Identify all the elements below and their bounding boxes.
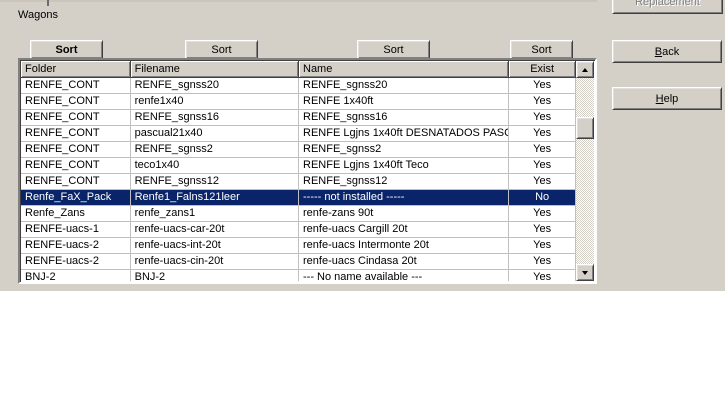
table-row[interactable]: RENFE_CONT RENFE_sgnss2 RENFE_sgnss2 Yes (21, 142, 576, 158)
table-header-row: Folder Filename Name Exist (21, 61, 576, 78)
table-row[interactable]: RENFE_CONT pascual21x40 RENFE Lgjns 1x40… (21, 126, 576, 142)
sort-button-name[interactable]: Sort (357, 40, 430, 59)
cell-filename: pascual21x40 (130, 126, 299, 142)
cell-exist: Yes (509, 126, 576, 142)
table-row[interactable]: RENFE-uacs-2 renfe-uacs-int-20t renfe-ua… (21, 238, 576, 254)
cell-name: --- No name available --- (299, 270, 510, 281)
cell-exist: Yes (509, 174, 576, 190)
wagons-table: Folder Filename Name Exist RENFE_CONT RE… (18, 58, 597, 284)
cell-folder: RENFE_CONT (21, 142, 131, 158)
cell-name: RENFE_sgnss12 (299, 174, 510, 190)
cell-folder: RENFE_CONT (21, 78, 131, 94)
cell-filename: renfe-uacs-car-20t (130, 222, 299, 238)
cell-name: renfe-uacs Cargill 20t (299, 222, 510, 238)
replacement-button: Replacement (612, 0, 723, 14)
cell-filename: Renfe1_Falns121leer (130, 190, 299, 206)
cell-filename: RENFE_sgnss16 (130, 110, 299, 126)
cell-name: ----- not installed ----- (299, 190, 510, 206)
cell-exist: Yes (509, 270, 576, 281)
table-row[interactable]: RENFE_CONT RENFE_sgnss16 RENFE_sgnss16 Y… (21, 110, 576, 126)
scroll-down-icon (582, 270, 588, 275)
cell-exist: Yes (509, 222, 576, 238)
cell-filename: RENFE_sgnss20 (130, 78, 299, 94)
back-button[interactable]: Back (612, 40, 722, 63)
cell-filename: RENFE_sgnss2 (130, 142, 299, 158)
vertical-scrollbar[interactable] (576, 61, 594, 281)
cell-exist: Yes (509, 110, 576, 126)
cell-folder: BNJ-2 (21, 270, 131, 281)
cell-name: renfe-uacs Cindasa 20t (299, 254, 510, 270)
wagon-replacement-dialog: Wagons Sort Sort Sort Sort Folder Filena… (0, 0, 725, 291)
help-button-label: Help (655, 92, 679, 105)
cell-exist: Yes (509, 78, 576, 94)
wagons-table-content: Folder Filename Name Exist RENFE_CONT RE… (21, 61, 576, 281)
cell-exist: Yes (509, 238, 576, 254)
table-row[interactable]: RENFE-uacs-2 renfe-uacs-cin-20t renfe-ua… (21, 254, 576, 270)
table-row[interactable]: RENFE_CONT RENFE_sgnss20 RENFE_sgnss20 Y… (21, 78, 576, 94)
table-row[interactable]: RENFE-uacs-1 renfe-uacs-car-20t renfe-ua… (21, 222, 576, 238)
scrollbar-thumb[interactable] (576, 117, 594, 139)
sort-button-exist-label: Sort (531, 43, 552, 56)
cell-folder: RENFE_CONT (21, 174, 131, 190)
column-header-filename[interactable]: Filename (130, 61, 299, 78)
sort-button-exist[interactable]: Sort (510, 40, 573, 59)
cell-folder: Renfe_Zans (21, 206, 131, 222)
help-button[interactable]: Help (612, 87, 722, 110)
sort-button-filename-label: Sort (211, 43, 232, 56)
cell-exist: No (509, 190, 576, 206)
column-header-folder[interactable]: Folder (21, 61, 131, 78)
cell-filename: renfe-uacs-int-20t (130, 238, 299, 254)
sort-button-name-label: Sort (383, 43, 404, 56)
cell-folder: RENFE_CONT (21, 94, 131, 110)
column-header-exist[interactable]: Exist (509, 61, 576, 78)
cell-name: RENFE Lgjns 1x40ft DESNATADOS PASCU (299, 126, 510, 142)
sort-button-filename[interactable]: Sort (185, 40, 258, 59)
column-header-name[interactable]: Name (299, 61, 510, 78)
table-row[interactable]: RENFE_CONT renfe1x40 RENFE 1x40ft Yes (21, 94, 576, 110)
cutoff-control-remnant (47, 0, 49, 6)
sort-button-folder[interactable]: Sort (30, 40, 103, 59)
cell-name: RENFE_sgnss20 (299, 78, 510, 94)
replacement-button-label: Replacement (635, 0, 700, 8)
cell-name: renfe-zans 90t (299, 206, 510, 222)
wagons-section-label: Wagons (18, 9, 58, 21)
cell-filename: BNJ-2 (131, 270, 299, 281)
table-row[interactable]: Renfe_Zans renfe_zans1 renfe-zans 90t Ye… (21, 206, 576, 222)
cell-name: renfe-uacs Intermonte 20t (299, 238, 510, 254)
table-row[interactable]: RENFE_CONT RENFE_sgnss12 RENFE_sgnss12 Y… (21, 174, 576, 190)
cell-filename: renfe1x40 (130, 94, 299, 110)
cell-filename: renfe_zans1 (130, 206, 299, 222)
cell-folder: RENFE_CONT (21, 158, 131, 174)
cell-exist: Yes (509, 158, 576, 174)
cell-filename: teco1x40 (130, 158, 299, 174)
scroll-up-button[interactable] (576, 61, 594, 78)
cell-filename: renfe-uacs-cin-20t (130, 254, 299, 270)
sort-button-folder-label: Sort (55, 43, 78, 56)
cell-folder: RENFE-uacs-2 (21, 254, 131, 270)
cell-name: RENFE 1x40ft (299, 94, 510, 110)
table-row-selected[interactable]: Renfe_FaX_Pack Renfe1_Falns121leer -----… (21, 190, 576, 206)
cell-folder: RENFE_CONT (21, 110, 131, 126)
table-row[interactable]: RENFE_CONT teco1x40 RENFE Lgjns 1x40ft T… (21, 158, 576, 174)
cell-folder: RENFE_CONT (21, 126, 131, 142)
cell-exist: Yes (509, 94, 576, 110)
cell-name: RENFE Lgjns 1x40ft Teco (299, 158, 510, 174)
cell-name: RENFE_sgnss2 (299, 142, 510, 158)
cell-folder: RENFE-uacs-1 (21, 222, 131, 238)
back-button-label: Back (654, 45, 680, 58)
cell-filename: RENFE_sgnss12 (130, 174, 299, 190)
cell-exist: Yes (509, 142, 576, 158)
scroll-up-icon (582, 67, 588, 72)
cell-name: RENFE_sgnss16 (299, 110, 510, 126)
scroll-down-button[interactable] (576, 264, 594, 281)
table-row[interactable]: BNJ-2 BNJ-2 --- No name available --- Ye… (21, 270, 576, 281)
cell-exist: Yes (509, 206, 576, 222)
cutoff-frame-edge (0, 0, 597, 2)
cell-exist: Yes (509, 254, 576, 270)
cell-folder: RENFE-uacs-2 (21, 238, 131, 254)
cell-folder: Renfe_FaX_Pack (21, 190, 131, 206)
